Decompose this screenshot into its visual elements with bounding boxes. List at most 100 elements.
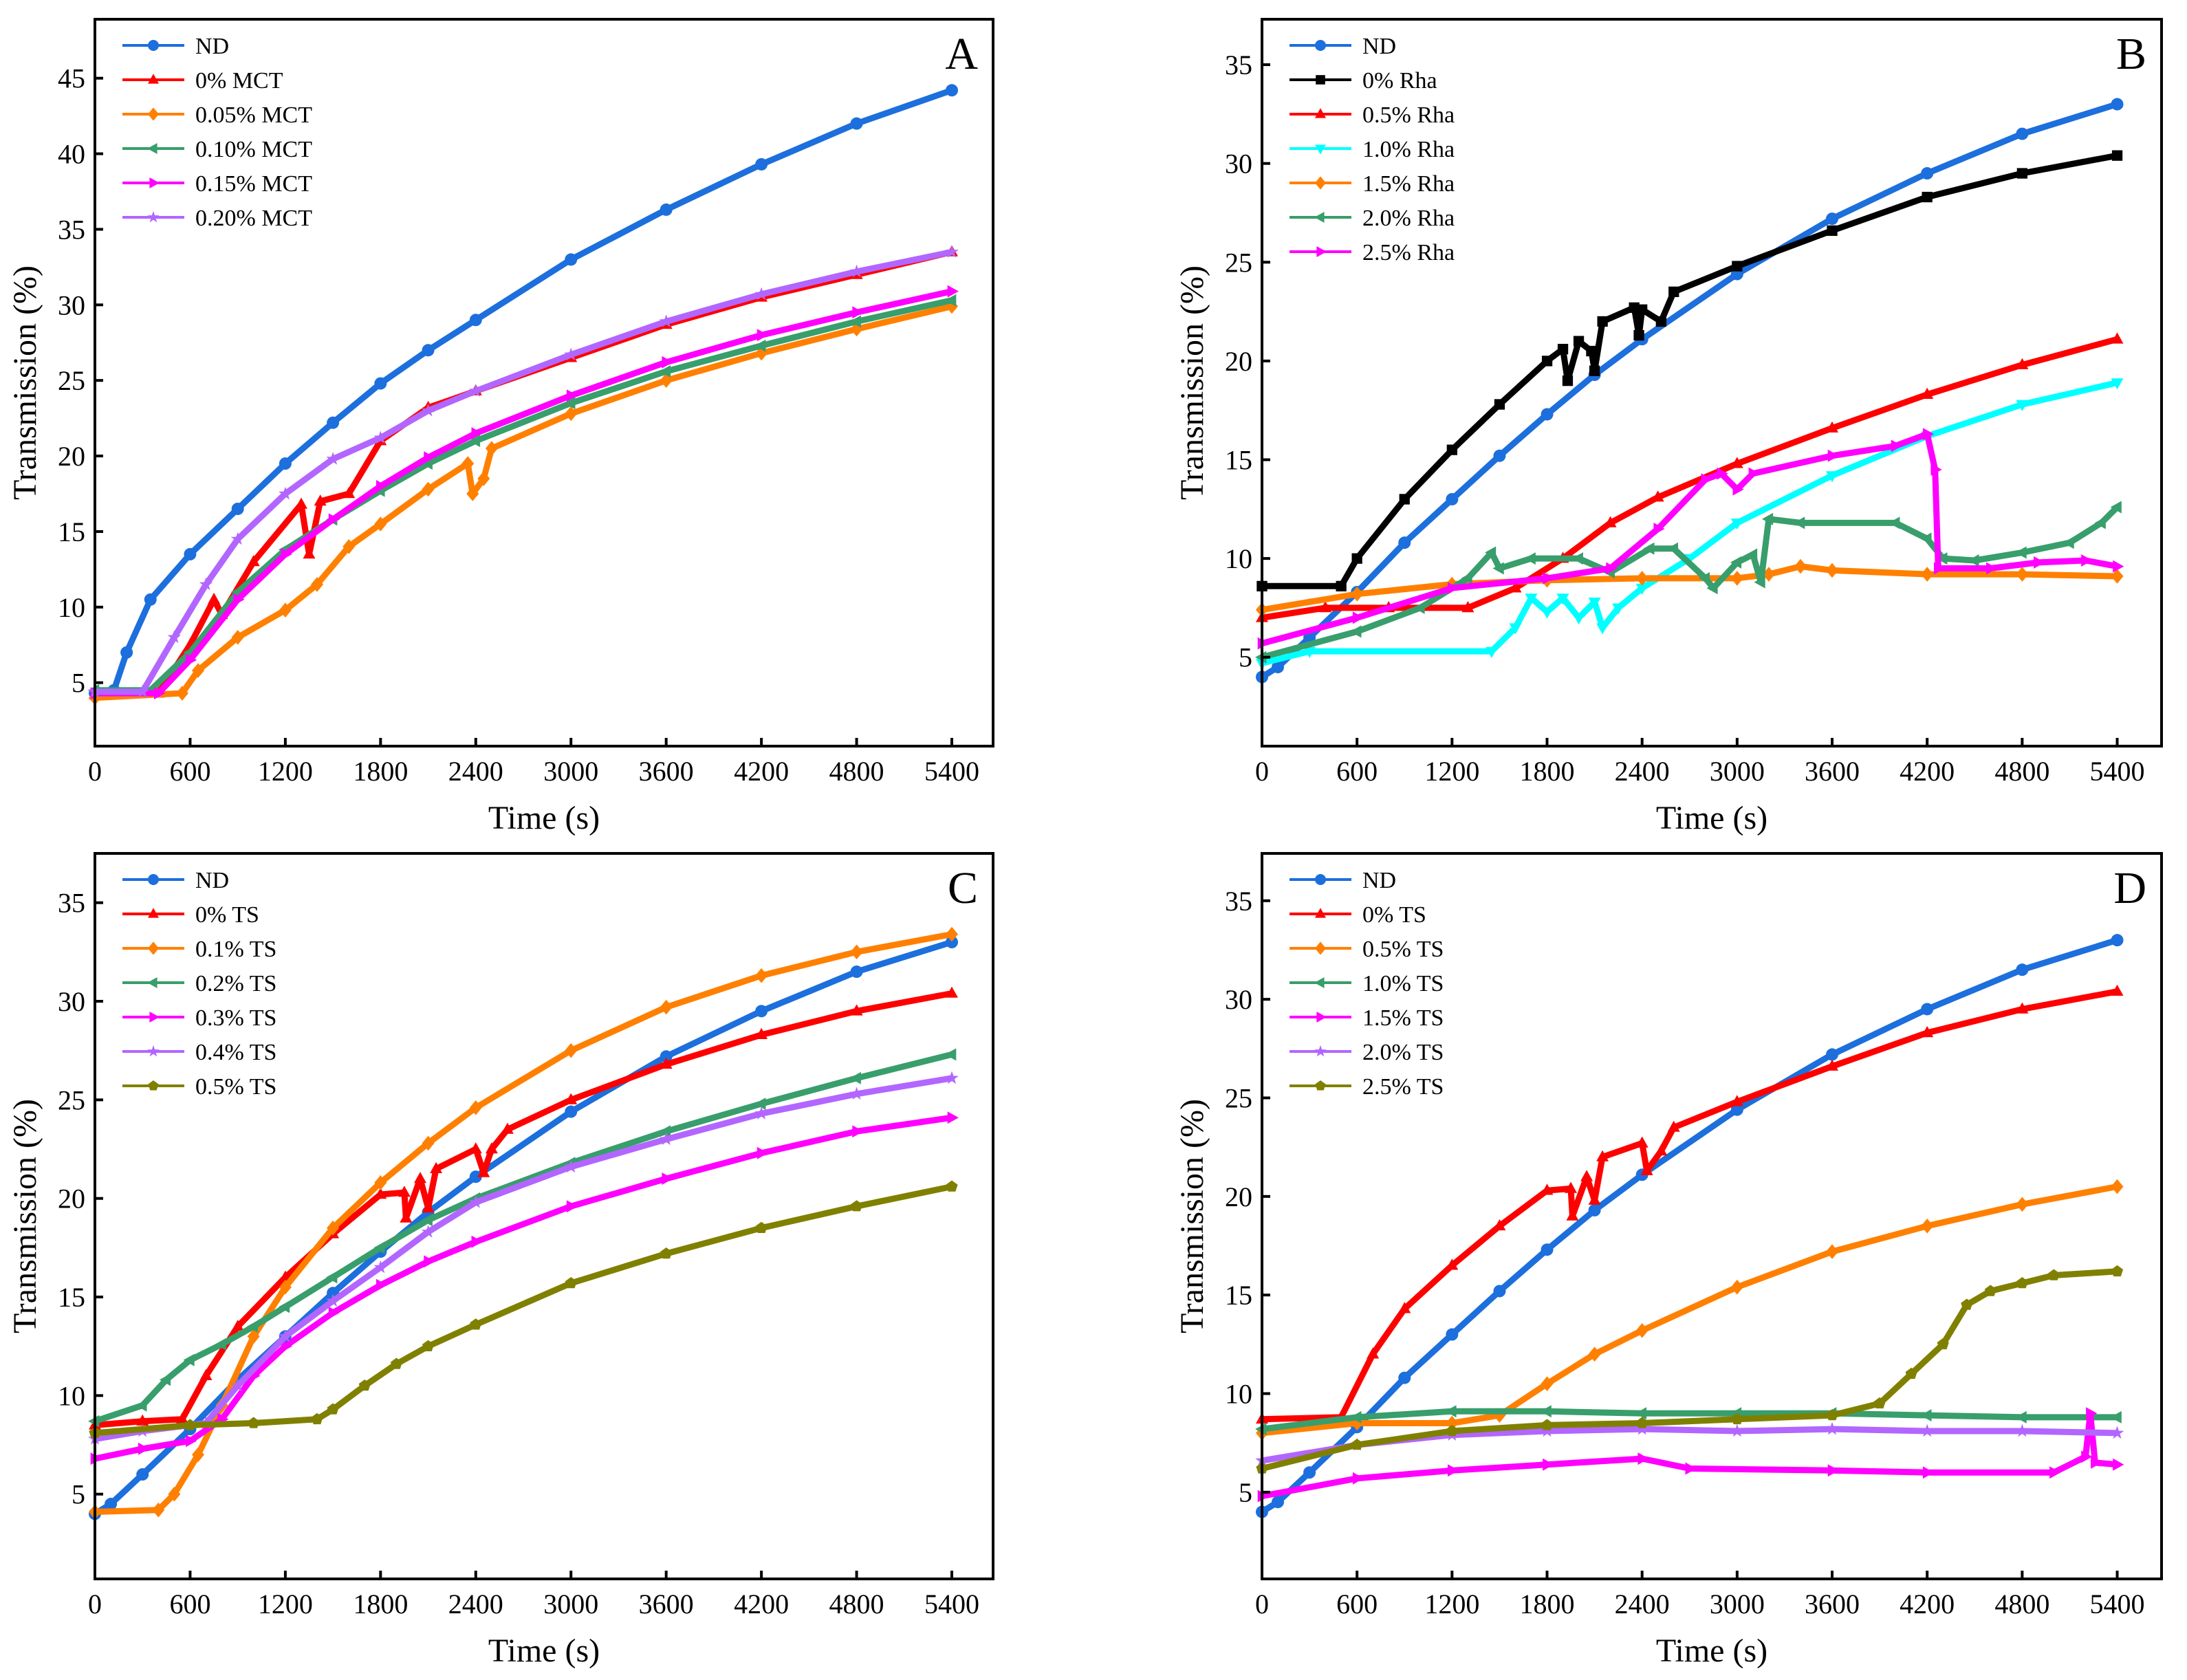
data-point — [1762, 512, 1774, 525]
data-point — [2015, 1423, 2030, 1437]
data-point — [175, 686, 188, 701]
data-point — [946, 926, 958, 942]
data-point — [376, 1278, 388, 1291]
data-point — [390, 1357, 402, 1369]
y-tick-label: 30 — [58, 290, 85, 320]
data-point — [1606, 562, 1618, 575]
data-point — [1794, 558, 1807, 574]
data-point — [342, 539, 356, 554]
data-point — [1367, 1347, 1380, 1359]
panel-label: C — [948, 863, 978, 913]
data-point — [1580, 1170, 1593, 1181]
data-point — [659, 1132, 673, 1146]
data-point — [468, 1195, 483, 1208]
legend-label: 2.5% Rha — [1362, 240, 1455, 265]
data-point — [1493, 1285, 1506, 1298]
data-point — [1543, 1458, 1554, 1471]
data-point — [1655, 1144, 1668, 1156]
series-0-05-mct — [89, 298, 958, 706]
data-point — [849, 1071, 861, 1084]
data-point — [1730, 571, 1743, 586]
data-point — [1541, 1376, 1554, 1391]
legend-marker — [147, 143, 157, 154]
series-0-ts — [89, 986, 958, 1430]
data-point — [1573, 336, 1585, 347]
data-point — [1651, 490, 1664, 502]
series-line — [94, 1075, 953, 1442]
data-point — [1586, 345, 1597, 357]
x-axis-title: Time (s) — [488, 800, 600, 836]
data-point — [2091, 1456, 2102, 1469]
data-point — [414, 1172, 426, 1183]
y-tick-label: 35 — [58, 888, 85, 919]
y-tick-label: 15 — [58, 516, 85, 547]
data-point — [167, 630, 182, 644]
data-point — [422, 1340, 435, 1351]
legend-marker — [148, 941, 159, 955]
series-2-0-ts — [1255, 1421, 2124, 1467]
data-point — [186, 653, 197, 666]
data-point — [1667, 1120, 1680, 1132]
data-point — [565, 1043, 578, 1058]
legend-marker — [147, 1045, 160, 1057]
data-point — [947, 285, 959, 298]
data-point — [469, 1170, 482, 1183]
data-point — [135, 684, 150, 698]
legend-label: 0.4% TS — [195, 1040, 276, 1065]
data-point — [422, 1201, 435, 1213]
data-point — [2110, 1426, 2124, 1439]
data-point — [1272, 1496, 1285, 1509]
data-point — [2111, 332, 2124, 344]
data-point — [1717, 467, 1728, 480]
y-tick-label: 15 — [58, 1282, 85, 1313]
data-point — [469, 1100, 482, 1115]
data-point — [279, 1279, 292, 1295]
series-nd — [89, 84, 959, 700]
legend-marker — [147, 210, 160, 223]
x-tick-label: 1200 — [1424, 756, 1479, 787]
data-point — [2113, 560, 2124, 573]
data-point — [1303, 646, 1316, 658]
x-tick-label: 4800 — [829, 756, 884, 787]
y-tick-label: 25 — [58, 1084, 85, 1115]
data-point — [1509, 623, 1522, 635]
data-point — [849, 315, 861, 328]
data-point — [2016, 168, 2027, 179]
data-point — [1566, 1209, 1579, 1221]
data-point — [1565, 1181, 1577, 1193]
data-point — [1446, 576, 1459, 592]
x-tick-label: 3000 — [1710, 1589, 1765, 1619]
series-line — [94, 990, 953, 1428]
legend-label: 2.5% TS — [1362, 1074, 1444, 1100]
legend-marker — [148, 908, 159, 918]
x-tick-label: 5400 — [924, 1589, 979, 1619]
data-point — [1596, 623, 1609, 635]
data-point — [373, 1241, 385, 1254]
x-tick-label: 2400 — [1615, 756, 1670, 787]
data-point — [468, 384, 483, 397]
series-line — [94, 303, 953, 701]
data-point — [1350, 1410, 1362, 1423]
data-point — [1984, 1285, 1996, 1296]
x-axis-title: Time (s) — [1656, 800, 1767, 836]
y-axis-title: Transmission (%) — [1174, 1099, 1210, 1333]
data-point — [1730, 1423, 1744, 1437]
legend-marker — [1314, 212, 1325, 223]
data-point — [1640, 1164, 1653, 1175]
data-point — [1730, 1279, 1743, 1295]
data-point — [849, 1087, 864, 1100]
data-point — [1826, 421, 1838, 433]
data-point — [154, 687, 166, 700]
legend-label: 1.5% TS — [1362, 1005, 1444, 1031]
data-point — [326, 452, 340, 465]
data-point — [342, 487, 356, 499]
legend-label: 0.10% MCT — [195, 137, 312, 162]
x-tick-label: 3000 — [1710, 756, 1765, 787]
data-point — [469, 1142, 482, 1154]
data-point — [1685, 1462, 1697, 1475]
x-tick-label: 0 — [1255, 1589, 1269, 1619]
data-point — [1920, 1409, 1932, 1422]
data-point — [485, 1142, 498, 1154]
data-point — [279, 457, 292, 470]
y-tick-label: 45 — [58, 63, 85, 94]
